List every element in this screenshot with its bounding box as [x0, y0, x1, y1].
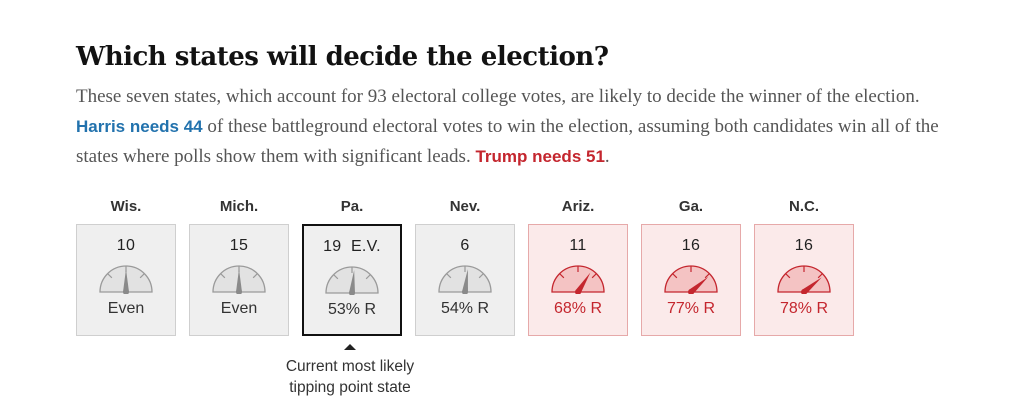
gauge-hub: [349, 290, 355, 295]
electoral-votes: 6: [460, 237, 470, 254]
gauge-tick: [785, 273, 791, 279]
state-card[interactable]: 11 68% R: [528, 224, 628, 336]
gauge-hub: [575, 289, 581, 294]
gauge-tick: [591, 273, 597, 279]
gauge-tick: [672, 273, 678, 279]
harris-needs: Harris needs 44: [76, 117, 203, 136]
win-chance: 78% R: [779, 300, 829, 317]
gauge-icon: [664, 265, 718, 294]
gauge-tick: [220, 273, 226, 279]
gauge-needle: [575, 272, 591, 294]
state-michigan[interactable]: Mich. 15 Even: [189, 196, 289, 336]
electoral-votes: 19 E.V.: [323, 238, 381, 255]
header: Which states will decide the election? T…: [76, 40, 956, 172]
gauge-needle: [123, 269, 129, 292]
electoral-votes: 11: [569, 237, 587, 254]
tipping-point-label: Current most likely tipping point state: [286, 356, 414, 398]
state-north-carolina[interactable]: N.C. 16 78% R: [754, 196, 854, 336]
gauge-needle: [236, 269, 242, 292]
win-chance: 53% R: [327, 301, 377, 318]
win-chance: 77% R: [666, 300, 716, 317]
electoral-votes: 15: [229, 237, 249, 254]
gauge-tick: [252, 273, 258, 279]
state-abbr: Nev.: [449, 198, 481, 215]
state-arizona[interactable]: Ariz. 11 68% R: [528, 196, 628, 336]
intro-text-1: These seven states, which account for 93…: [76, 86, 920, 107]
state-pennsylvania[interactable]: Pa. 19 E.V. 53% R: [302, 196, 402, 336]
gauge-hub: [236, 289, 242, 294]
electoral-votes: 16: [794, 237, 814, 254]
gauge-needle: [802, 277, 822, 294]
gauge-tick: [107, 273, 113, 279]
tipping-line-2: tipping point state: [289, 379, 411, 396]
intro-text-2: of these battleground electoral votes to…: [76, 116, 939, 167]
gauge-icon: [99, 265, 153, 294]
gauge-hub: [462, 289, 468, 294]
state-abbr: Wis.: [110, 198, 142, 215]
gauge-hub: [688, 289, 694, 294]
state-abbr: Pa.: [340, 198, 364, 215]
gauge-tick: [333, 274, 339, 280]
state-card[interactable]: 16 78% R: [754, 224, 854, 336]
state-cards: Wis. 10 Even Mich. 15 Even Pa. 19 E.V. 5…: [76, 196, 854, 336]
state-card[interactable]: 16 77% R: [641, 224, 741, 336]
gauge-arc: [551, 265, 605, 293]
win-chance: Even: [220, 300, 258, 317]
win-chance: Even: [107, 300, 145, 317]
tipping-point-note: Current most likely tipping point state: [286, 344, 414, 398]
tipping-line-1: Current most likely: [285, 358, 415, 375]
gauge-tick: [704, 273, 710, 279]
gauge-needle: [349, 270, 355, 294]
gauge-arc: [777, 265, 831, 293]
state-wisconsin[interactable]: Wis. 10 Even: [76, 196, 176, 336]
state-abbr: N.C.: [789, 198, 819, 215]
page-title: Which states will decide the election?: [76, 42, 609, 72]
state-card[interactable]: 15 Even: [189, 224, 289, 336]
trump-needs: Trump needs 51: [475, 147, 605, 166]
gauge-tick: [559, 273, 565, 279]
state-card[interactable]: 10 Even: [76, 224, 176, 336]
gauge-arc: [664, 265, 718, 293]
gauge-arc: [438, 265, 492, 293]
gauge-icon: [325, 266, 379, 295]
gauge-icon: [777, 265, 831, 294]
gauge-hub: [801, 289, 807, 294]
state-nevada[interactable]: Nev. 6 54% R: [415, 196, 515, 336]
gauge-hub: [123, 289, 129, 294]
intro-paragraph: These seven states, which account for 93…: [76, 82, 956, 172]
gauge-icon: [212, 265, 266, 294]
win-chance: 54% R: [440, 300, 490, 317]
intro-text-3: .: [604, 146, 610, 167]
win-chance: 68% R: [553, 300, 603, 317]
state-abbr: Mich.: [219, 198, 259, 215]
electoral-votes: 10: [116, 237, 136, 254]
gauge-needle: [689, 276, 709, 294]
caret-up-icon: [344, 344, 356, 350]
state-card[interactable]: 19 E.V. 53% R: [302, 224, 402, 336]
state-card[interactable]: 6 54% R: [415, 224, 515, 336]
gauge-tick: [139, 273, 145, 279]
gauge-tick: [478, 273, 484, 279]
gauge-tick: [365, 274, 371, 280]
gauge-icon: [551, 265, 605, 294]
gauge-tick: [817, 273, 823, 279]
state-abbr: Ga.: [678, 198, 704, 215]
gauge-icon: [438, 265, 492, 294]
state-abbr: Ariz.: [561, 198, 595, 215]
gauge-needle: [462, 269, 468, 293]
state-georgia[interactable]: Ga. 16 77% R: [641, 196, 741, 336]
electoral-votes: 16: [681, 237, 701, 254]
gauge-tick: [446, 273, 452, 279]
